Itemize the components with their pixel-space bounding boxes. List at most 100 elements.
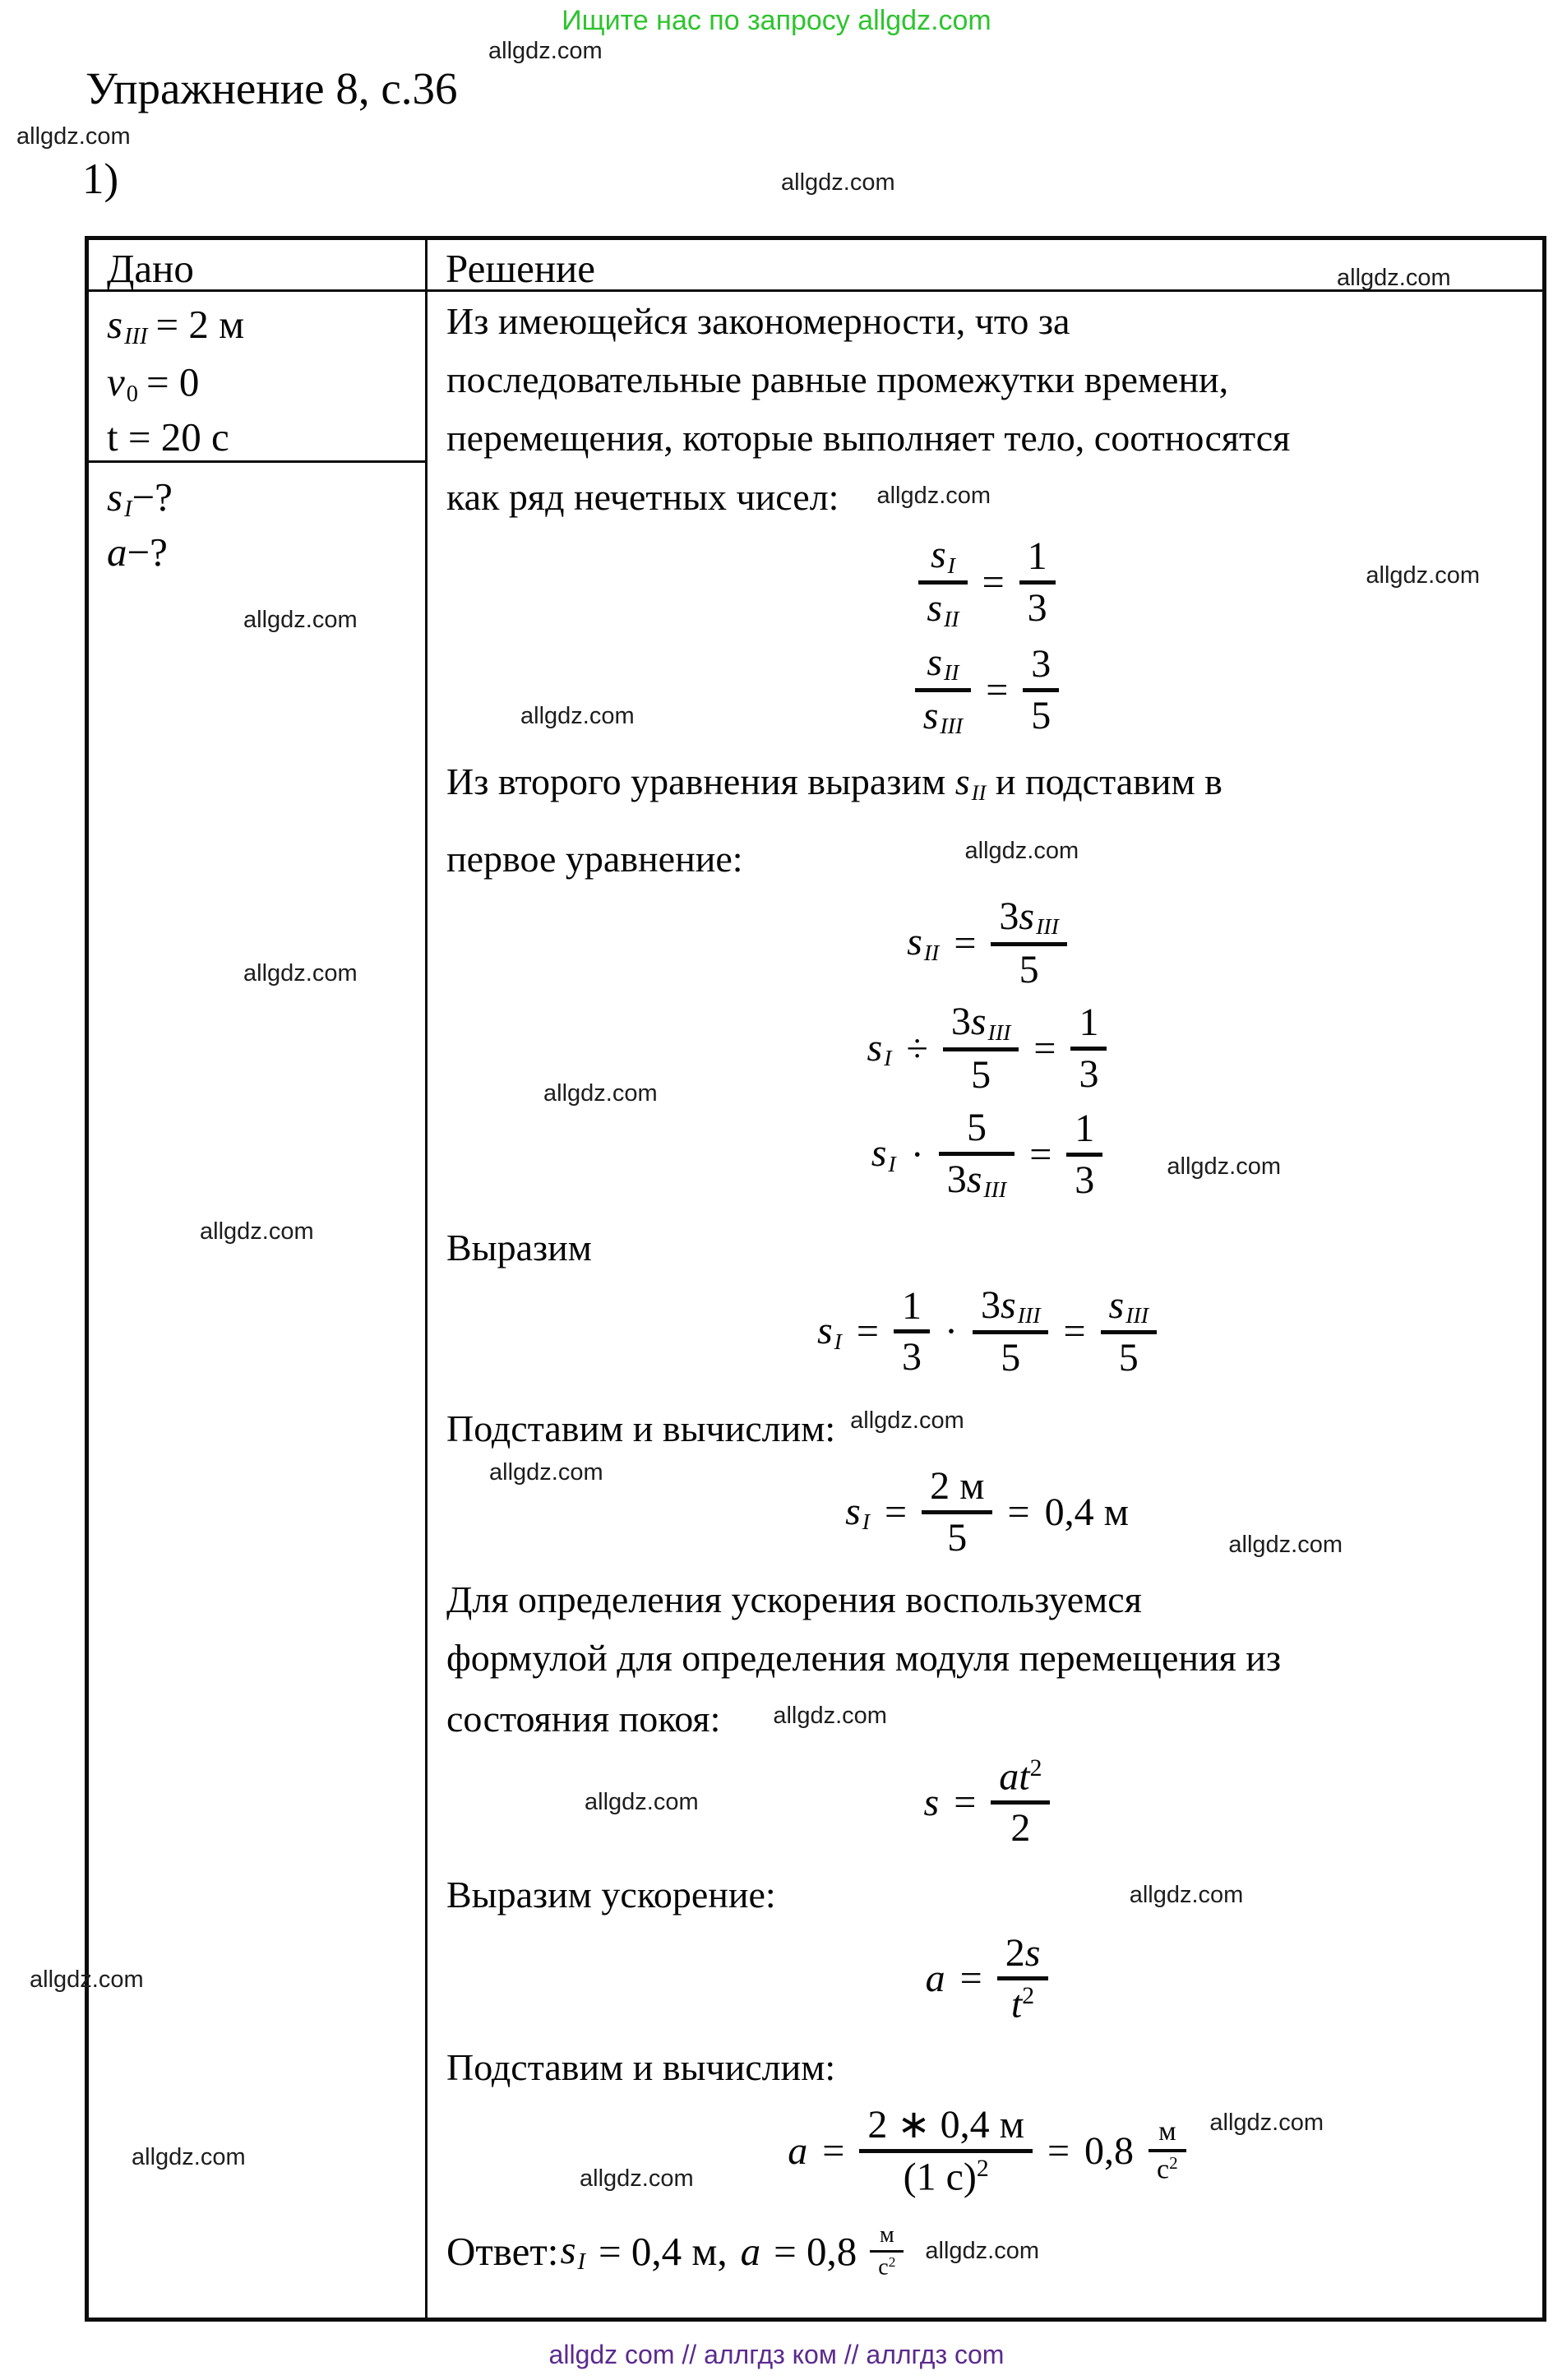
fraction: sIII 5 <box>1100 1282 1158 1383</box>
paragraph-intro-line4: как ряд нечетных чисел: allgdz.com <box>446 476 991 518</box>
fraction-bar <box>893 1329 930 1334</box>
solution-table: Дано Решение sIII = 2 м v0 = 0 t = 20 c sI… <box>85 236 1546 2322</box>
watermark: allgdz.com <box>1337 265 1451 291</box>
unit-fraction: м c2 <box>870 2221 904 2281</box>
paragraph-acceleration-line3: состояния покоя: allgdz.com <box>446 1697 887 1740</box>
watermark: allgdz.com <box>850 1407 964 1435</box>
fraction-bar <box>996 1976 1049 1981</box>
column-divider <box>425 240 428 2318</box>
paragraph-acceleration-line2: формулой для определения модуля перемеще… <box>446 1636 1282 1679</box>
watermark: allgdz.com <box>30 1966 144 1993</box>
paragraph-substitute-2: Подставим и вычислим: <box>446 2046 836 2089</box>
given-header: Дано <box>107 246 194 291</box>
fraction-bar <box>942 1047 1019 1052</box>
paragraph-intro-line3: перемещения, которые выполняет тело, соо… <box>446 417 1291 459</box>
watermark: allgdz.com <box>773 1702 887 1729</box>
fraction-bar <box>1070 1047 1107 1051</box>
answer-line: Ответ: sI = 0,4 м, a = 0,8 м c2 allgdz.co… <box>446 2221 1528 2281</box>
watermark: allgdz.com <box>488 38 603 64</box>
fraction-bar <box>870 2249 904 2253</box>
fraction-bar <box>1066 1152 1103 1157</box>
watermark: allgdz.com <box>925 2237 1040 2264</box>
solution-cell: Из имеющейся закономерности, что за посл… <box>430 292 1542 2318</box>
watermark: allgdz.com <box>1167 1153 1281 1180</box>
formula-acceleration-value: a = 2 ∗ 0,4 м (1 c)2 = 0,8 м c2 allgdz.com… <box>446 2101 1528 2201</box>
fraction-bar <box>859 2149 1033 2154</box>
given-t: t = 20 c <box>107 414 229 460</box>
paragraph-express-s2-line2: первое уравнение: allgdz.com <box>446 837 1079 880</box>
watermark: allgdz.com <box>781 169 895 196</box>
fraction-bar <box>1023 687 1060 692</box>
watermark: allgdz.com <box>489 1459 603 1486</box>
watermark: allgdz.com <box>16 123 131 150</box>
formula-s2: sII = 3sIII 5 <box>446 893 1528 994</box>
header-divider <box>89 289 1542 292</box>
fraction-bar <box>938 1151 1015 1156</box>
formula-displacement: s = at2 2 allgdz.com <box>446 1753 1528 1852</box>
fraction-bar <box>914 687 972 692</box>
watermark: allgdz.com <box>200 1218 314 1245</box>
paragraph-express-s2-line1: Из второго уравнения выразим sII и подст… <box>446 760 1223 805</box>
problem-number: 1) <box>82 155 119 203</box>
paragraph-acceleration-line1: Для определения ускорения воспользуемся <box>446 1578 1142 1620</box>
promo-banner: Ищите нас по запросу allgdz.com <box>562 5 991 36</box>
given-v0: v0 = 0 <box>107 359 200 407</box>
watermark: allgdz.com <box>132 2144 246 2170</box>
fraction-bar <box>991 941 1067 946</box>
paragraph-express-acceleration: Выразим ускорение: allgdz.com <box>446 1873 1244 1916</box>
watermark: allgdz.com <box>543 1079 658 1107</box>
given-question-s1: sI−? <box>107 474 173 522</box>
watermark: allgdz.com <box>876 483 991 509</box>
fraction-bar <box>991 1800 1051 1805</box>
fraction: 3sIII 5 <box>942 998 1019 1099</box>
watermark: allgdz.com <box>585 1788 699 1815</box>
paragraph-substitute-1: Подставим и вычислим: allgdz.com <box>446 1407 964 1450</box>
fraction: 5 3sIII <box>938 1104 1015 1205</box>
watermark: allgdz.com <box>964 837 1079 864</box>
given-s3: sIII = 2 м <box>107 302 245 349</box>
watermark: allgdz.com <box>1209 2110 1324 2137</box>
fraction-bar <box>1019 580 1056 585</box>
watermark: allgdz.com <box>243 960 358 987</box>
watermark: allgdz.com <box>1129 1881 1244 1908</box>
fraction: 2s t2 <box>996 1929 1049 2029</box>
fraction-bar <box>918 580 968 585</box>
watermark: allgdz.com <box>580 2165 694 2193</box>
watermark: allgdz.com <box>1228 1531 1343 1558</box>
fraction: 3sIII 5 <box>991 893 1067 994</box>
fraction-bar <box>1100 1330 1158 1335</box>
given-question-a: a−? <box>107 529 168 575</box>
fraction: sII sIII <box>914 639 972 742</box>
unit-fraction: м c2 <box>1149 2114 1186 2188</box>
paragraph-express: Выразим <box>446 1226 592 1269</box>
fraction-bar <box>972 1330 1049 1335</box>
fraction: at2 2 <box>991 1753 1051 1852</box>
paragraph-intro-line2: последовательные равные промежутки време… <box>446 358 1229 400</box>
watermark: allgdz.com <box>1366 562 1480 589</box>
watermark: allgdz.com <box>243 607 358 633</box>
solution-header: Решение <box>446 246 596 291</box>
paragraph-intro-line1: Из имеющейся закономерности, что за <box>446 300 1070 342</box>
formula-acceleration: a = 2s t2 <box>446 1929 1528 2029</box>
fraction: 3sIII 5 <box>972 1282 1049 1383</box>
given-divider <box>89 460 428 463</box>
fraction-bar <box>1149 2149 1186 2153</box>
fraction: 2 ∗ 0,4 м (1 c)2 <box>859 2101 1033 2201</box>
watermark: allgdz.com <box>520 702 635 729</box>
footer-banner: allgdz com // аллгдз ком // аллгдз com <box>548 2340 1005 2369</box>
exercise-title: Упражнение 8, с.36 <box>86 63 458 113</box>
fraction-bar <box>922 1509 993 1514</box>
